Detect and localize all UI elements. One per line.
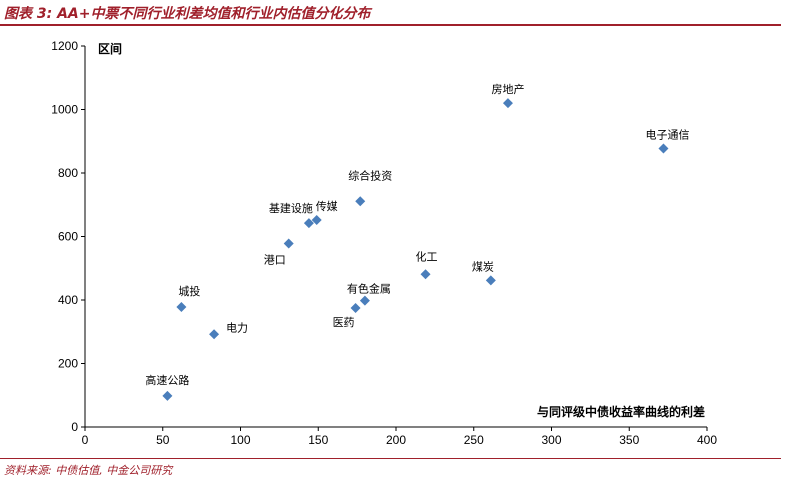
y-tick-label: 400 [58,293,78,307]
data-point [485,275,496,286]
y-tick-label: 200 [58,357,78,371]
data-label: 煤炭 [472,260,494,273]
data-label: 电力 [226,321,248,334]
x-tick-label: 100 [230,433,250,447]
data-point [176,301,187,312]
data-point [303,218,314,229]
x-tick-label: 300 [541,433,561,447]
y-tick-label: 0 [71,420,78,434]
x-tick-label: 350 [619,433,639,447]
data-label: 有色金属 [347,282,391,296]
data-point [283,238,294,249]
y-tick-label: 600 [58,230,78,244]
y-tick-label: 800 [58,166,78,180]
chart-title: 图表 3: AA+中票不同行业利差均值和行业内估值分化分布 [4,6,371,22]
data-label: 电子通信 [645,129,689,142]
x-axis-label: 与同评级中债收益率曲线的利差 [537,404,705,419]
data-point [209,329,220,340]
x-tick-label: 250 [464,433,484,447]
data-label: 港口 [264,253,286,266]
y-ticks: 0 200 400 600 800 1000 1200 [51,39,85,434]
y-tick-label: 1000 [51,103,78,117]
x-ticks: 0 50 100 150 200 250 300 350 400 [82,427,717,447]
data-point [162,390,173,401]
data-label: 综合投资 [348,168,392,182]
data-label: 高速公路 [145,373,189,387]
y-tick-label: 1200 [51,39,78,53]
data-label: 化工 [416,249,438,263]
footer-rule [0,458,781,459]
data-point [355,196,366,207]
data-label: 城投 [178,284,200,298]
title-rule [0,24,781,26]
data-label: 医药 [333,316,355,329]
source-note: 资料来源: 中债估值, 中金公司研究 [4,464,173,477]
axes [84,46,707,428]
x-tick-label: 150 [308,433,328,447]
x-tick-label: 0 [82,433,89,447]
data-label: 传媒 [316,200,338,213]
data-point [311,214,322,225]
data-points [162,98,669,401]
data-point [420,269,431,280]
data-point [359,295,370,306]
data-label: 基建设施 [269,201,313,215]
data-label: 房地产 [491,82,524,96]
x-tick-label: 400 [697,433,717,447]
data-point [350,302,361,313]
data-point [658,143,669,154]
data-point [502,98,513,109]
x-tick-label: 50 [156,433,170,447]
y-axis-label: 区间 [98,41,122,56]
x-tick-label: 200 [386,433,406,447]
